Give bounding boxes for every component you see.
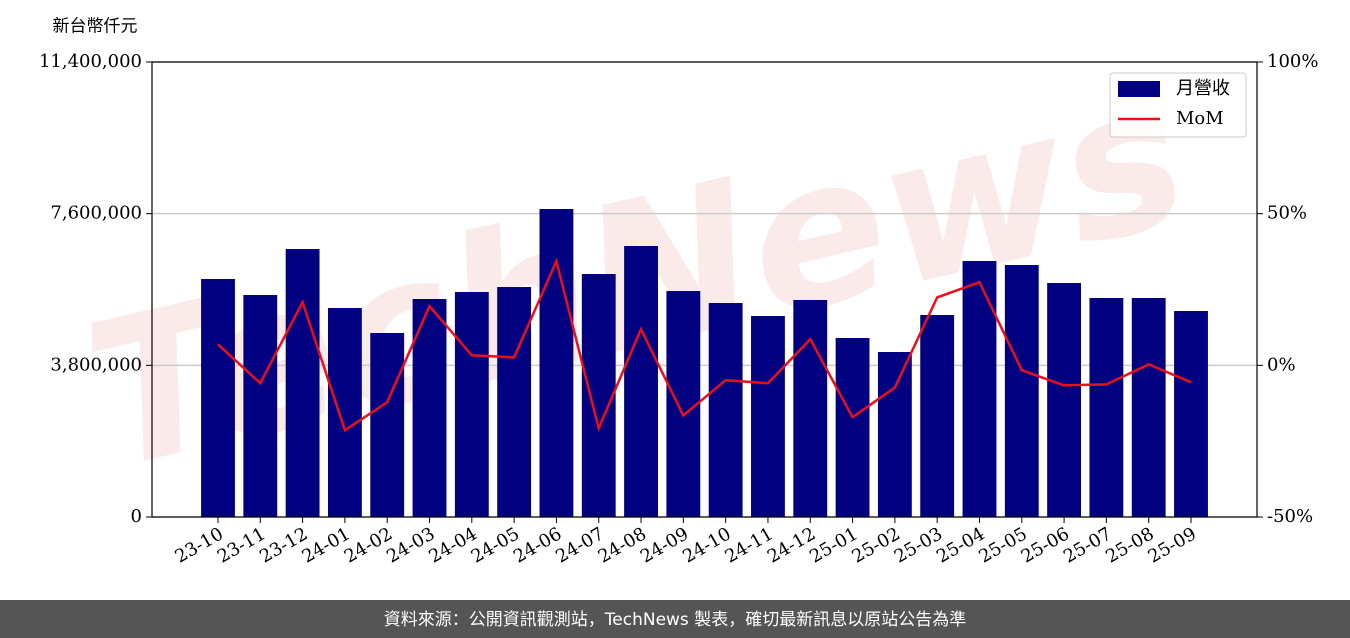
bar xyxy=(920,315,955,517)
bar xyxy=(877,352,912,517)
y2-tick-label: 100% xyxy=(1267,51,1318,72)
bar xyxy=(285,249,320,518)
bar xyxy=(666,291,701,517)
bar xyxy=(412,298,447,517)
y-tick-label: 3,800,000 xyxy=(50,354,142,375)
bar xyxy=(243,295,278,517)
bar xyxy=(539,208,574,517)
bar xyxy=(835,337,870,517)
bar xyxy=(370,333,405,517)
bar xyxy=(497,287,532,517)
y-tick-label: 0 xyxy=(131,506,142,527)
footer: 資料來源：公開資訊觀測站，TechNews 製表，確切最新訊息以原站公告為準 xyxy=(384,610,966,630)
bar xyxy=(327,308,362,517)
bar xyxy=(624,245,658,518)
y-tick-label: 11,400,000 xyxy=(39,51,142,72)
legend-label: MoM xyxy=(1176,108,1224,129)
bar xyxy=(1089,298,1124,517)
bar xyxy=(751,316,785,517)
bar xyxy=(708,302,743,517)
legend-label: 月營收 xyxy=(1176,78,1230,99)
y2-tick-label: 0% xyxy=(1267,354,1296,375)
bar xyxy=(1004,264,1039,517)
bar xyxy=(1174,311,1208,517)
line xyxy=(217,257,1192,433)
bar xyxy=(454,292,489,517)
footer-band xyxy=(0,600,1350,638)
bar xyxy=(793,299,828,517)
y2-tick-label: 50% xyxy=(1267,203,1307,224)
bar xyxy=(1047,282,1082,517)
plot-frame xyxy=(151,61,1258,518)
bar xyxy=(962,261,997,517)
y-tick-label: 7,600,000 xyxy=(50,203,142,224)
legend-swatch xyxy=(1118,81,1160,97)
bar xyxy=(201,279,235,517)
y2-tick-label: -50% xyxy=(1267,506,1313,527)
y-axis-label: 新台幣仟元 xyxy=(53,17,138,37)
bar xyxy=(1131,298,1166,517)
bar xyxy=(581,274,616,517)
